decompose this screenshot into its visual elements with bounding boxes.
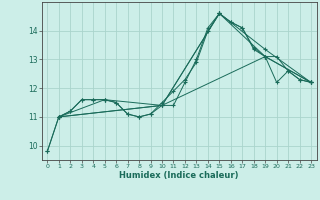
X-axis label: Humidex (Indice chaleur): Humidex (Indice chaleur)	[119, 171, 239, 180]
